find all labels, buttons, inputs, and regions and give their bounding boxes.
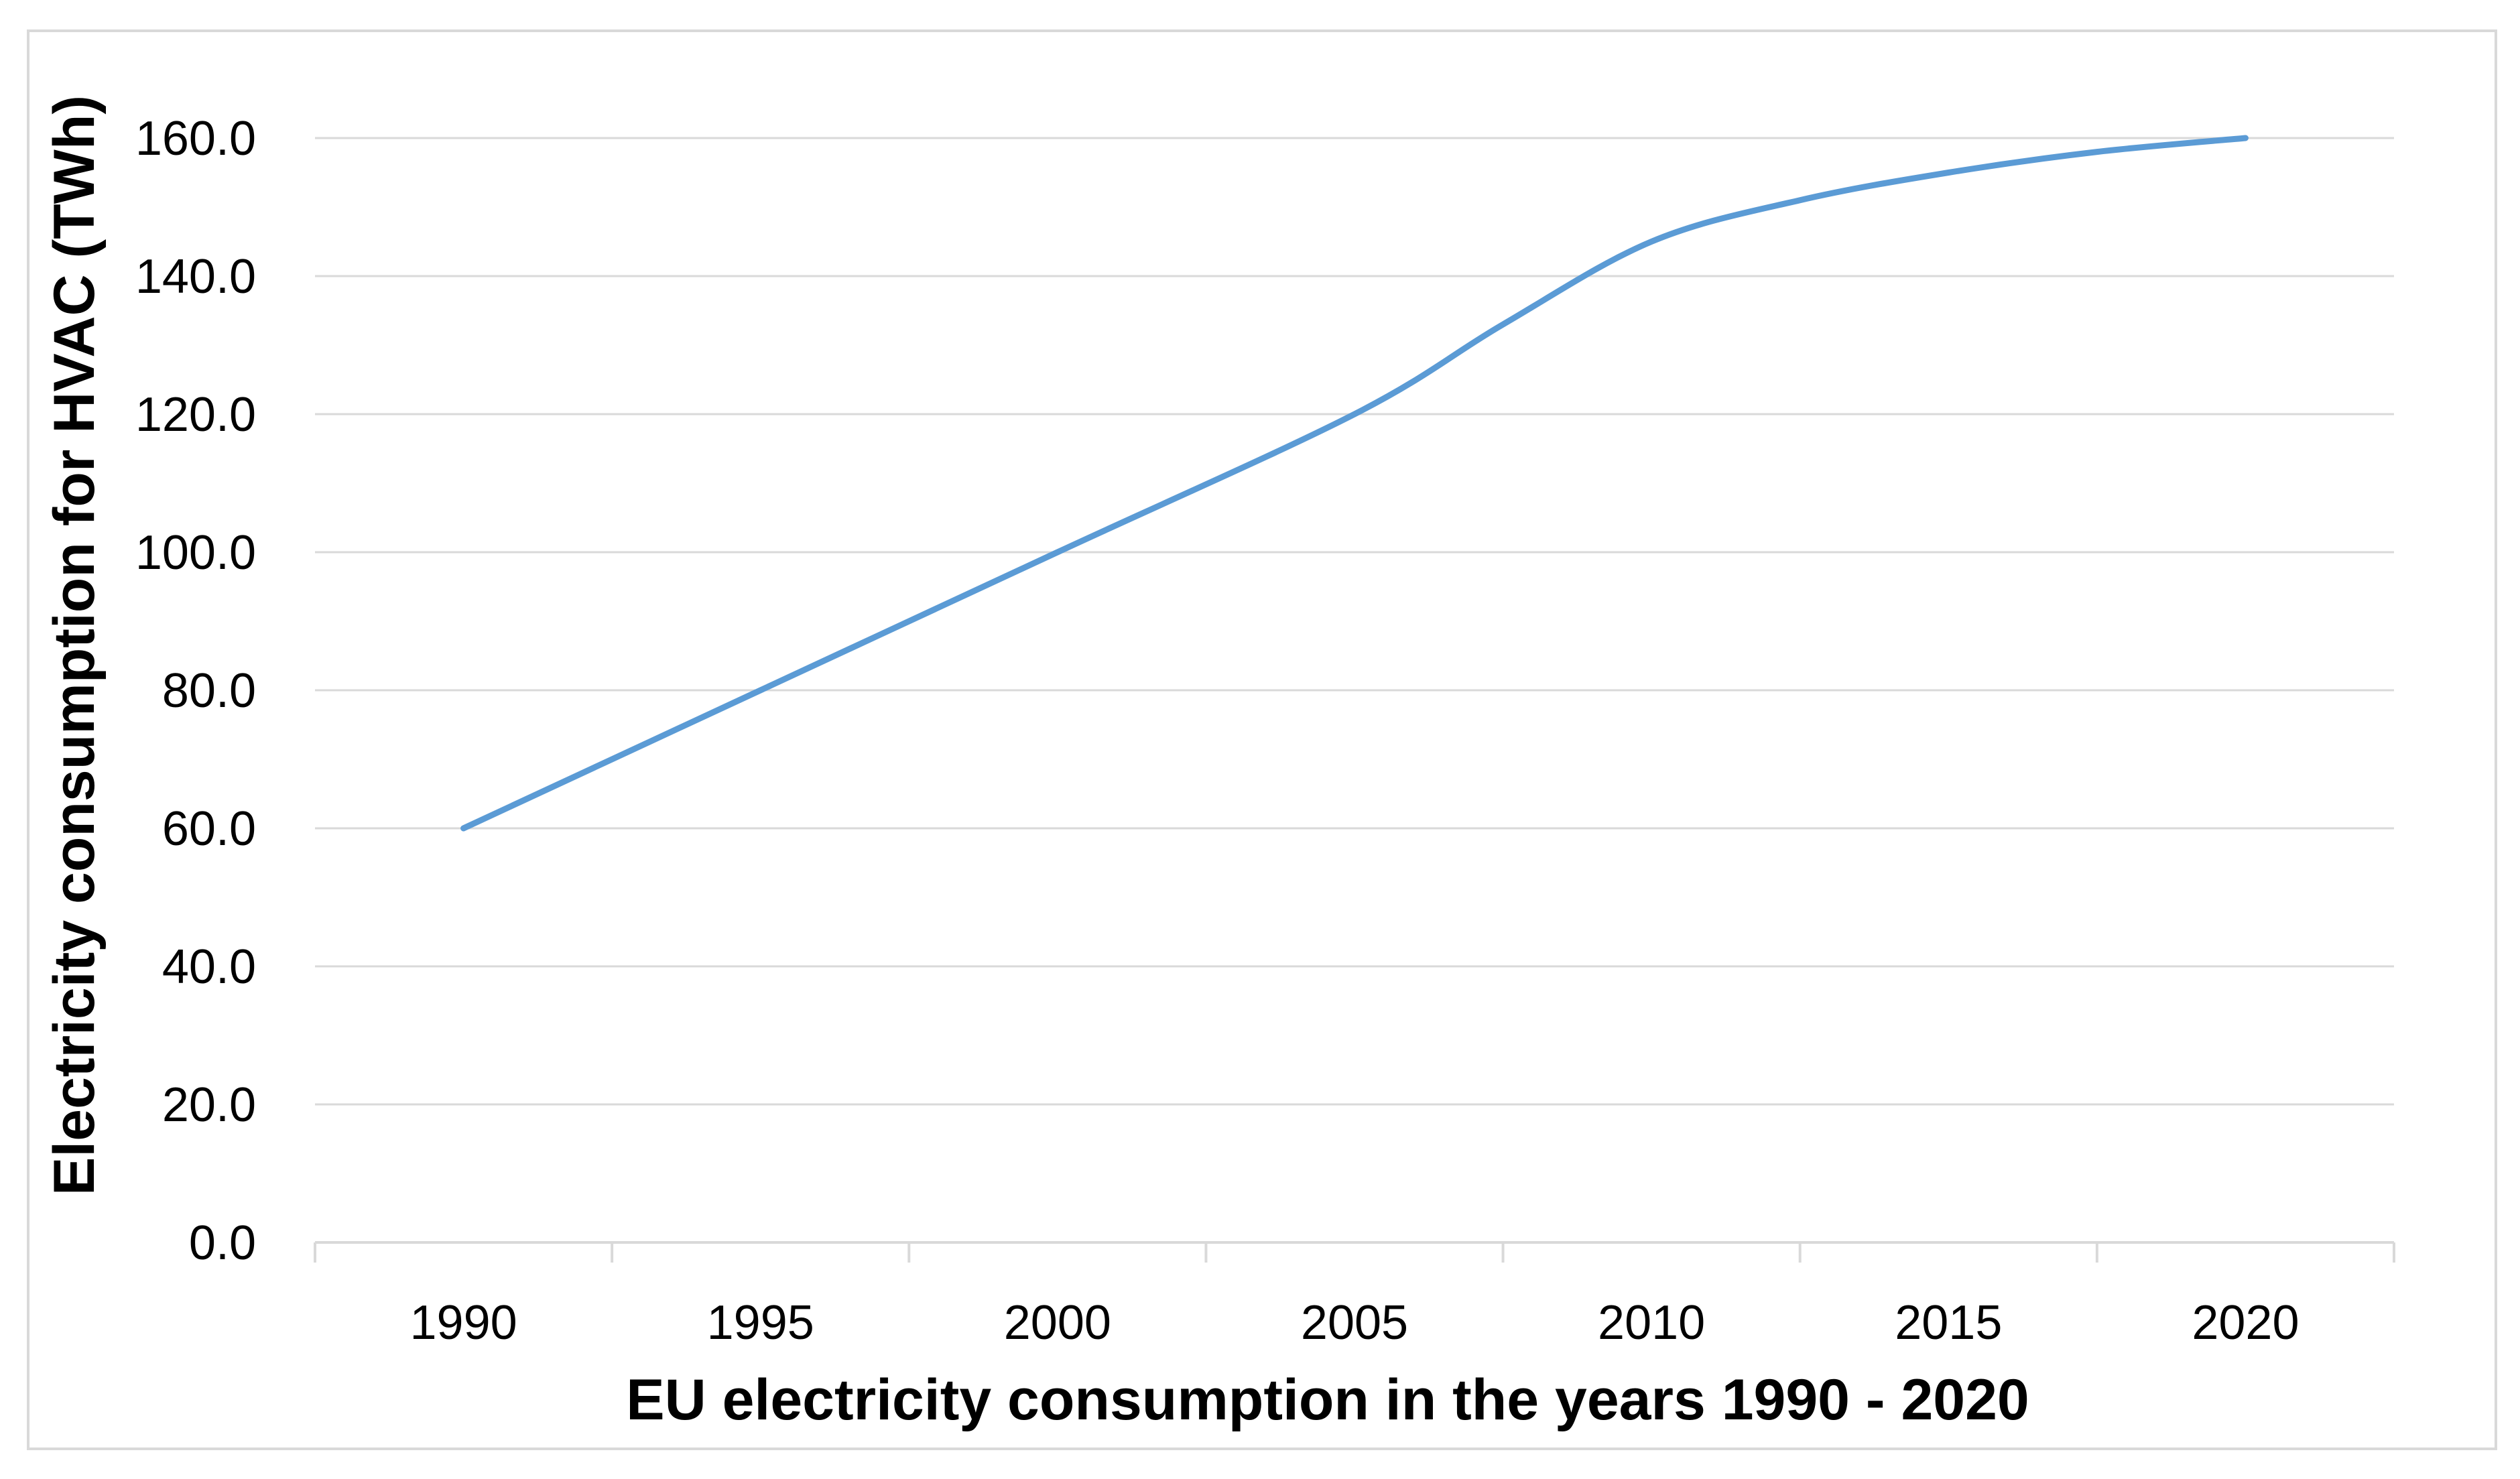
y-tick-label: 20.0 bbox=[162, 1078, 256, 1132]
y-axis-tick-labels: 0.0 20.0 40.0 60.0 80.0 100.0 120.0 140.0 160.0 bbox=[135, 112, 256, 1270]
y-tick-label: 140.0 bbox=[135, 250, 256, 304]
y-tick-label: 40.0 bbox=[162, 940, 256, 994]
x-tick-label: 2020 bbox=[2192, 1296, 2299, 1350]
gridlines bbox=[315, 137, 2394, 1106]
y-tick-label: 60.0 bbox=[162, 802, 256, 856]
y-tick-label: 0.0 bbox=[189, 1216, 256, 1270]
x-axis-tick-labels: 1990 1995 2000 2005 2010 2015 2020 bbox=[410, 1296, 2299, 1350]
y-tick-label: 80.0 bbox=[162, 664, 256, 718]
series-line bbox=[460, 135, 2249, 832]
y-tick-label: 100.0 bbox=[135, 526, 256, 580]
x-tick-label: 2015 bbox=[1895, 1296, 2002, 1350]
x-tick-label: 2000 bbox=[1004, 1296, 1111, 1350]
x-axis bbox=[314, 1241, 2395, 1263]
x-axis-title: EU electricity consumption in the years … bbox=[626, 1368, 2029, 1432]
chart-frame bbox=[27, 29, 2497, 1450]
series-layer bbox=[460, 135, 2249, 832]
y-axis-title: Electricity consumption for HVAC (TWh) bbox=[42, 95, 107, 1196]
y-tick-label: 160.0 bbox=[135, 112, 256, 166]
x-tick-label: 2005 bbox=[1301, 1296, 1408, 1350]
x-tick-label: 2010 bbox=[1598, 1296, 1705, 1350]
x-tick-label: 1990 bbox=[410, 1296, 517, 1350]
x-tick-label: 1995 bbox=[707, 1296, 814, 1350]
y-tick-label: 120.0 bbox=[135, 388, 256, 442]
